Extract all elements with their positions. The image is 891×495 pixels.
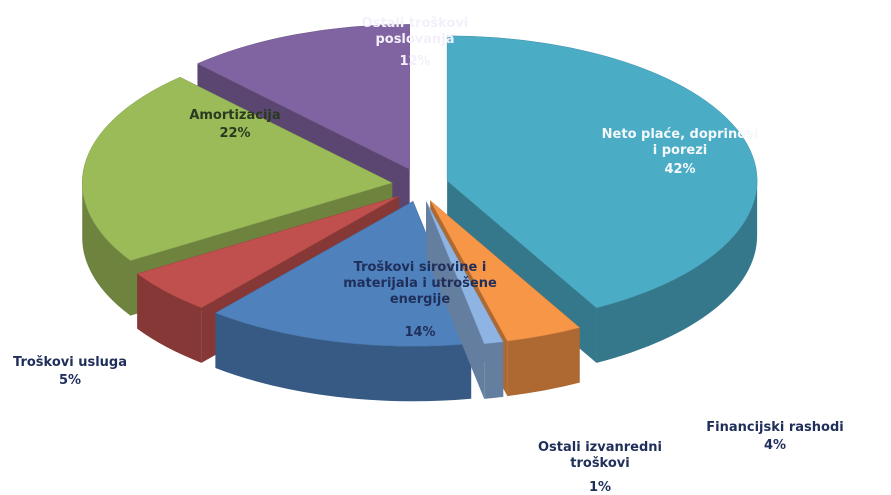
slice xyxy=(196,24,410,170)
slice-wall xyxy=(137,273,202,363)
slice-side xyxy=(426,201,485,399)
slice xyxy=(446,35,758,309)
slice-label: Ostali troškovi poslovanja xyxy=(361,16,469,47)
slice-wall xyxy=(215,312,472,402)
value-label: 42% xyxy=(664,162,696,177)
value-label: 22% xyxy=(219,126,251,141)
value-label: 14% xyxy=(404,325,436,340)
value-label: 4% xyxy=(763,438,787,453)
slice-label: Amortizacija xyxy=(189,108,281,123)
slice-label: Troškovi usluga xyxy=(13,355,127,370)
value-label: 1% xyxy=(588,480,612,495)
slice xyxy=(425,201,504,345)
slice xyxy=(81,76,393,261)
slice xyxy=(430,200,581,342)
slice-wall xyxy=(82,182,131,316)
value-label: 5% xyxy=(58,373,82,388)
slice-wall xyxy=(596,180,758,363)
slice-wall xyxy=(507,327,580,397)
slice xyxy=(136,195,400,309)
slice-label: Troškovi sirovine i materijala i utrošen… xyxy=(343,260,497,307)
slice xyxy=(214,200,472,347)
slice-wall xyxy=(484,341,504,399)
value-label: 12% xyxy=(399,54,431,69)
slice-label: Ostali izvanredni troškovi xyxy=(538,440,662,471)
slice-label: Financijski rashodi xyxy=(706,420,844,435)
slice-label: Neto plaće, doprinosi i porezi xyxy=(601,127,759,158)
